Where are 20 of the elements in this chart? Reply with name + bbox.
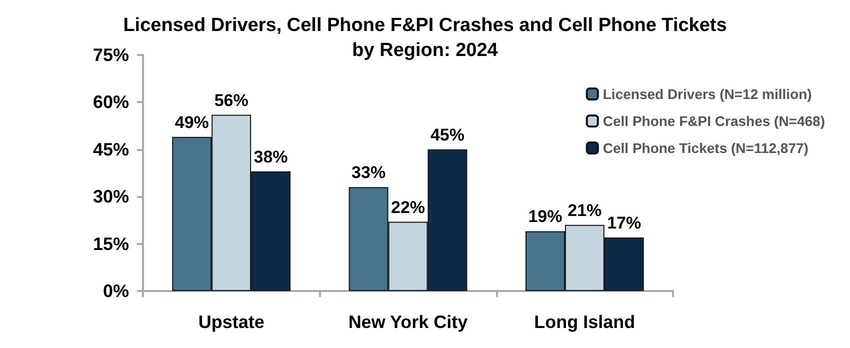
y-tick-label: 0% [102,281,129,301]
legend-label: Licensed Drivers (N=12 million) [602,86,812,102]
legend-label: Cell Phone Tickets (N=112,877) [602,140,808,156]
data-label: 21% [568,200,602,220]
x-tick-label: Upstate [198,312,264,332]
data-label: 56% [214,90,248,110]
x-tick-label: New York City [348,312,468,332]
y-tick-label: 45% [92,139,129,160]
data-label: 49% [174,112,209,132]
y-tick-label: 60% [92,92,129,112]
y-tick-label: 15% [92,234,129,254]
y-tick-label: 30% [92,186,129,207]
data-label: 38% [254,147,288,166]
data-label: 33% [352,163,386,182]
data-label: 19% [528,207,562,226]
legend-label: Cell Phone F&PI Crashes (N=468) [602,113,826,129]
data-label: 17% [607,214,642,233]
data-label: 22% [390,198,426,217]
data-label: 45% [430,125,464,144]
x-tick-label: Long Island [534,312,636,332]
